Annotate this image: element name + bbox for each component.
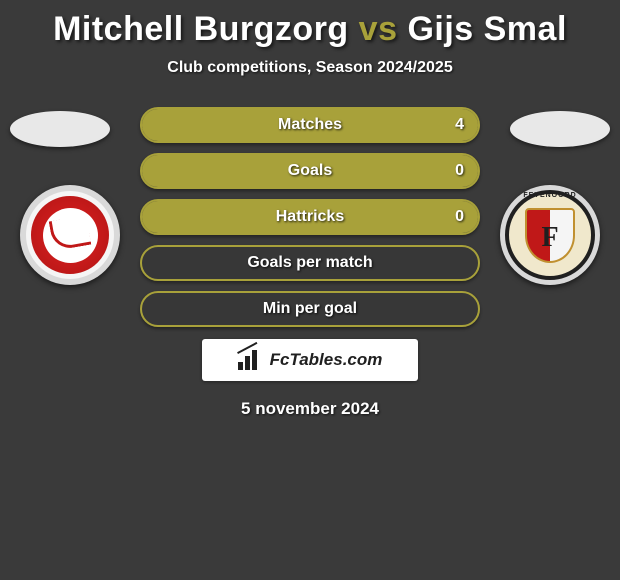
watermark: FcTables.com [202, 339, 418, 381]
stat-row: Goals 0 [140, 153, 480, 189]
chart-icon [238, 350, 264, 370]
club-logo-right: FEYENOORD F [500, 185, 600, 285]
stats-container: Matches 4 Goals 0 Hattricks 0 Goals per match M… [140, 107, 480, 327]
club-logo-left-bird-icon [48, 214, 91, 250]
club-logo-left-circle [43, 208, 98, 263]
subtitle: Club competitions, Season 2024/2025 [0, 59, 620, 77]
stat-label: Hattricks [276, 208, 344, 226]
stat-row: Hattricks 0 [140, 199, 480, 235]
comparison-title: Mitchell Burgzorg vs Gijs Smal [0, 0, 620, 49]
stat-label: Min per goal [263, 300, 357, 318]
flag-left [10, 111, 110, 147]
stat-row: Goals per match [140, 245, 480, 281]
date-text: 5 november 2024 [0, 399, 620, 419]
stat-label: Goals [288, 162, 332, 180]
stat-row: Matches 4 [140, 107, 480, 143]
club-logo-right-letter: F [527, 222, 573, 254]
stat-value-right: 0 [455, 208, 464, 226]
flag-right [510, 111, 610, 147]
club-logo-left [20, 185, 120, 285]
stat-value-right: 0 [455, 162, 464, 180]
player2-name: Gijs Smal [407, 10, 566, 48]
vs-text: vs [359, 10, 398, 48]
stat-label: Matches [278, 116, 342, 134]
stat-row: Min per goal [140, 291, 480, 327]
club-logo-right-inner: FEYENOORD F [505, 190, 595, 280]
stat-label: Goals per match [247, 254, 372, 272]
player1-name: Mitchell Burgzorg [53, 10, 349, 48]
club-logo-right-badge: F [525, 208, 575, 263]
club-logo-left-inner [26, 191, 114, 279]
stat-value-right: 4 [455, 116, 464, 134]
main-area: FEYENOORD F Matches4Goals0Hattricks0Goal… [0, 107, 620, 419]
watermark-text: FcTables.com [270, 350, 383, 370]
club-logo-right-ring: FEYENOORD [509, 192, 591, 199]
